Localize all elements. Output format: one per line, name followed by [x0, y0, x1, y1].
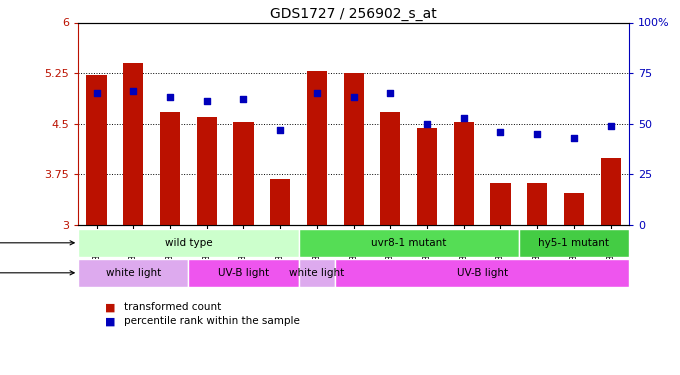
Point: [422, 121, 432, 127]
Point: [238, 96, 249, 102]
Point: [532, 131, 543, 137]
Bar: [417, 129, 437, 225]
Text: uvr8-1 mutant: uvr8-1 mutant: [371, 238, 446, 248]
Point: [458, 115, 469, 121]
Point: [201, 99, 212, 105]
Bar: [519, 229, 629, 257]
Text: UV-B light: UV-B light: [218, 268, 269, 278]
Bar: [233, 122, 254, 225]
Bar: [600, 158, 621, 225]
Bar: [299, 259, 335, 287]
Bar: [160, 112, 180, 225]
Point: [128, 88, 139, 94]
Bar: [86, 75, 107, 225]
Bar: [527, 183, 547, 225]
Bar: [564, 193, 584, 225]
Point: [605, 123, 616, 129]
Text: ■: ■: [105, 316, 116, 326]
Point: [275, 127, 286, 133]
Text: percentile rank within the sample: percentile rank within the sample: [124, 316, 301, 326]
Bar: [299, 229, 519, 257]
Text: white light: white light: [289, 268, 345, 278]
Bar: [380, 112, 401, 225]
Bar: [490, 183, 511, 225]
Title: GDS1727 / 256902_s_at: GDS1727 / 256902_s_at: [270, 8, 437, 21]
Text: hy5-1 mutant: hy5-1 mutant: [539, 238, 609, 248]
Text: wild type: wild type: [165, 238, 212, 248]
Point: [495, 129, 506, 135]
Point: [385, 90, 396, 96]
Point: [91, 90, 102, 96]
Bar: [454, 122, 474, 225]
Text: UV-B light: UV-B light: [456, 268, 508, 278]
Text: white light: white light: [105, 268, 161, 278]
Text: ■: ■: [105, 303, 116, 312]
Point: [568, 135, 579, 141]
Bar: [307, 71, 327, 225]
Bar: [123, 63, 143, 225]
Point: [311, 90, 322, 96]
Bar: [270, 179, 290, 225]
Bar: [78, 229, 299, 257]
Bar: [335, 259, 629, 287]
Bar: [188, 259, 299, 287]
Text: stress: stress: [0, 268, 74, 278]
Point: [165, 94, 175, 100]
Bar: [197, 117, 217, 225]
Bar: [343, 73, 364, 225]
Text: genotype/variation: genotype/variation: [0, 238, 74, 248]
Bar: [78, 259, 188, 287]
Text: transformed count: transformed count: [124, 303, 222, 312]
Point: [348, 94, 359, 100]
